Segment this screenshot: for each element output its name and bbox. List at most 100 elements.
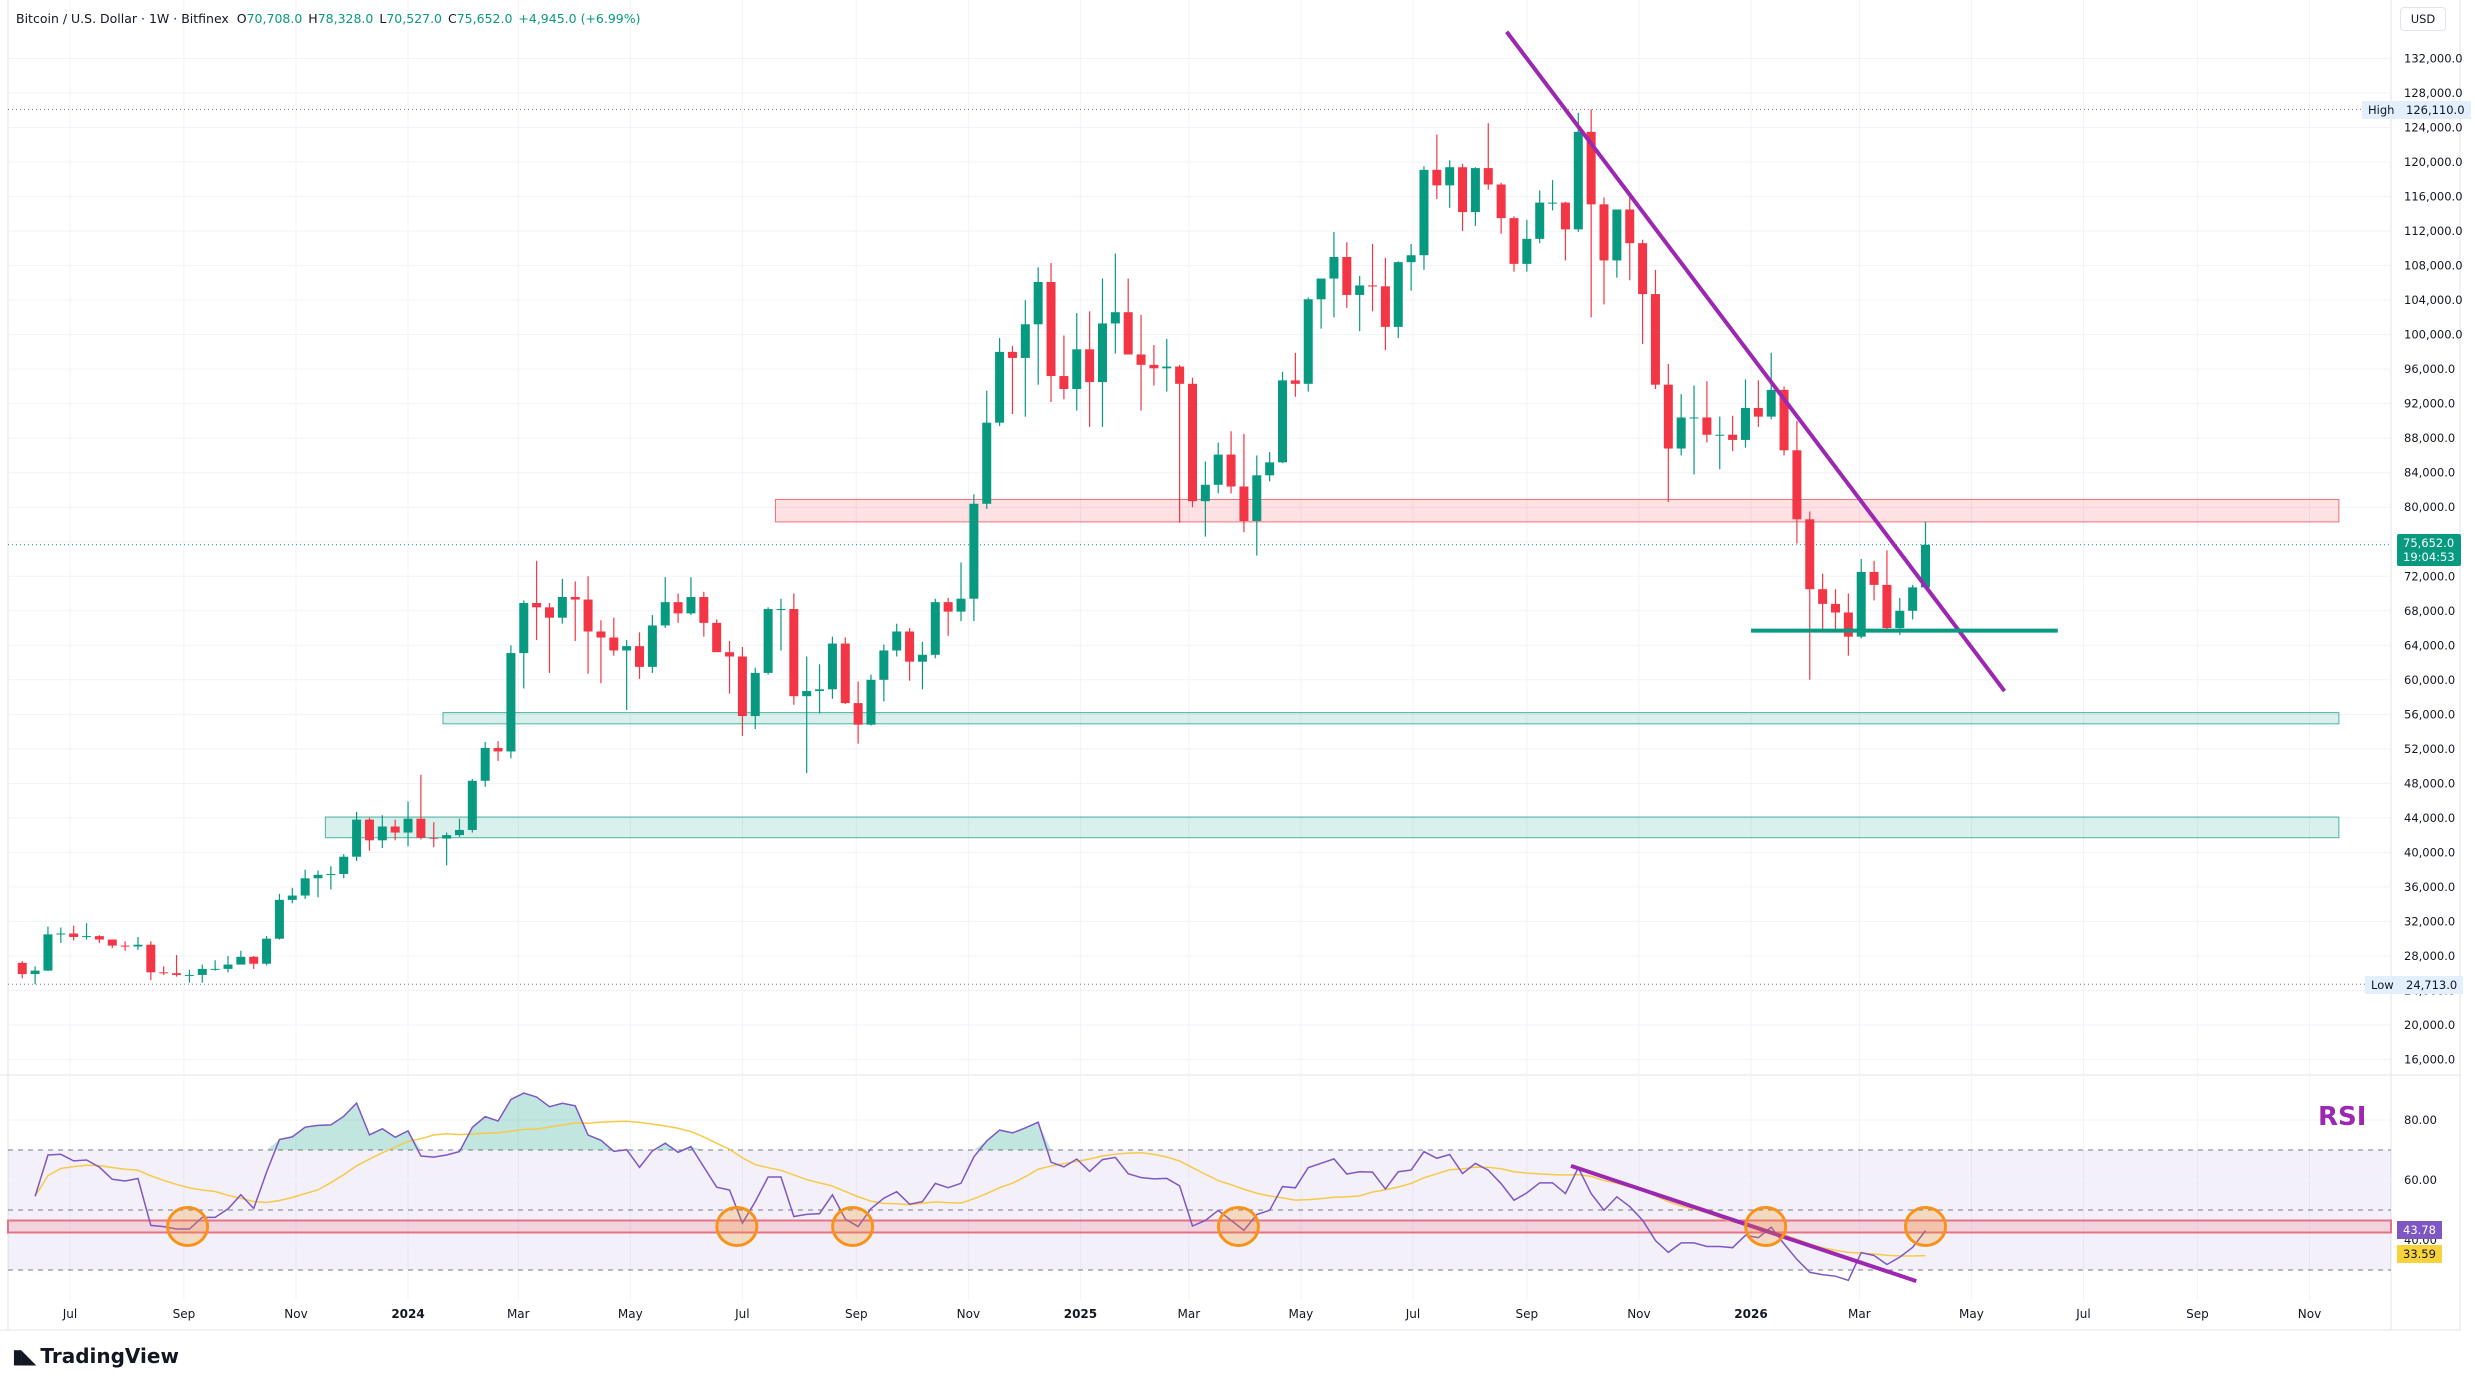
- y-tick-label: 96,000.0: [2404, 362, 2455, 376]
- candle-body: [1226, 454, 1236, 487]
- candle: [1522, 219, 1532, 272]
- candle: [930, 598, 940, 659]
- candle-body: [1303, 299, 1313, 384]
- candle-body: [326, 873, 336, 875]
- candle: [416, 774, 426, 840]
- resistance-zone: [774, 498, 2340, 523]
- y-tick-label: 48,000.0: [2404, 776, 2455, 790]
- candle: [172, 955, 182, 977]
- candle-body: [660, 602, 670, 626]
- candle: [262, 936, 272, 966]
- candle: [1406, 244, 1416, 291]
- candle-body: [583, 599, 593, 632]
- rsi-ma-line: [34, 1120, 1926, 1257]
- candle: [853, 681, 863, 744]
- candle-body: [1213, 454, 1223, 485]
- candle-body: [1059, 376, 1069, 390]
- x-tick-label: Sep: [173, 1307, 196, 1321]
- candle-body: [1753, 407, 1763, 417]
- candle-body: [94, 936, 104, 940]
- y-tick-label: 36,000.0: [2404, 880, 2455, 894]
- candle: [1278, 371, 1288, 464]
- candle-body: [1470, 168, 1480, 213]
- candle: [776, 598, 786, 651]
- candle: [815, 664, 825, 714]
- tradingview-logo[interactable]: ▮◣ TradingView: [12, 1344, 179, 1368]
- candle-body: [750, 672, 760, 717]
- candle-body: [210, 968, 220, 970]
- candle: [1869, 560, 1879, 601]
- candle-body: [943, 602, 953, 612]
- y-tick-label: 60,000.0: [2404, 673, 2455, 687]
- candle-body: [1175, 366, 1185, 384]
- candle-body: [1097, 323, 1107, 383]
- candle: [1560, 201, 1570, 261]
- candle: [223, 955, 233, 973]
- y-tick-label: 40,000.0: [2404, 845, 2455, 859]
- x-tick-label: Sep: [1516, 1307, 1539, 1321]
- candle-body: [596, 631, 606, 638]
- candle: [1612, 209, 1622, 278]
- candle: [82, 923, 92, 940]
- x-tick-label: May: [1959, 1307, 1984, 1321]
- candle-body: [1380, 286, 1390, 327]
- candle: [403, 801, 413, 847]
- candle-body: [1535, 202, 1545, 239]
- x-tick-label: Jul: [62, 1307, 77, 1321]
- candle: [647, 615, 657, 673]
- candle: [750, 667, 760, 729]
- candle: [1226, 431, 1236, 494]
- candle-body: [1702, 417, 1712, 435]
- candle-body: [17, 962, 27, 975]
- rsi-circle-marker: [1744, 1206, 1788, 1247]
- candle-body: [1033, 281, 1043, 325]
- candle-body: [146, 944, 156, 973]
- candle-body: [1522, 238, 1532, 264]
- rsi-divergence-line: [1570, 1164, 1917, 1283]
- rsi-overbought-fill: [35, 1093, 1926, 1150]
- candle: [1573, 112, 1583, 232]
- candle-body: [892, 631, 902, 651]
- candle-body: [274, 899, 284, 939]
- candle: [1689, 385, 1699, 475]
- candle: [313, 870, 323, 898]
- candle: [519, 600, 529, 689]
- y-tick-label: 120,000.0: [2404, 155, 2463, 169]
- candle-body: [776, 609, 786, 611]
- rsi-tick-label: 60.00: [2404, 1173, 2437, 1187]
- candle: [133, 936, 143, 950]
- currency-button[interactable]: USD: [2400, 7, 2446, 31]
- candle-body: [1548, 202, 1558, 204]
- candle-body: [1869, 571, 1879, 585]
- candle-body: [1599, 204, 1609, 261]
- candle-body: [840, 643, 850, 704]
- candle-body: [364, 819, 374, 841]
- candle-body: [763, 609, 773, 673]
- candle-body: [712, 622, 722, 653]
- candle-body: [1393, 262, 1403, 327]
- candle-body: [879, 650, 889, 680]
- candle: [1303, 297, 1313, 392]
- candle-body: [609, 637, 619, 651]
- candle: [43, 926, 53, 972]
- candle: [1856, 558, 1866, 639]
- candle-body: [969, 503, 979, 599]
- candle: [210, 960, 220, 971]
- candle-body: [1921, 544, 1931, 588]
- candle: [622, 640, 632, 711]
- candle-body: [56, 933, 66, 935]
- candle-body: [107, 939, 117, 946]
- candle-body: [1419, 169, 1429, 256]
- candle-body: [1200, 484, 1210, 502]
- candle-body: [686, 596, 696, 614]
- x-tick-label: Jul: [2075, 1307, 2090, 1321]
- candle-body: [1792, 450, 1802, 520]
- candle-body: [802, 691, 812, 697]
- candle-body: [815, 689, 825, 692]
- candle-body: [120, 945, 130, 947]
- candle: [442, 832, 452, 866]
- candle: [570, 581, 580, 641]
- y-tick-label: 104,000.0: [2404, 293, 2463, 307]
- candle: [1329, 231, 1339, 318]
